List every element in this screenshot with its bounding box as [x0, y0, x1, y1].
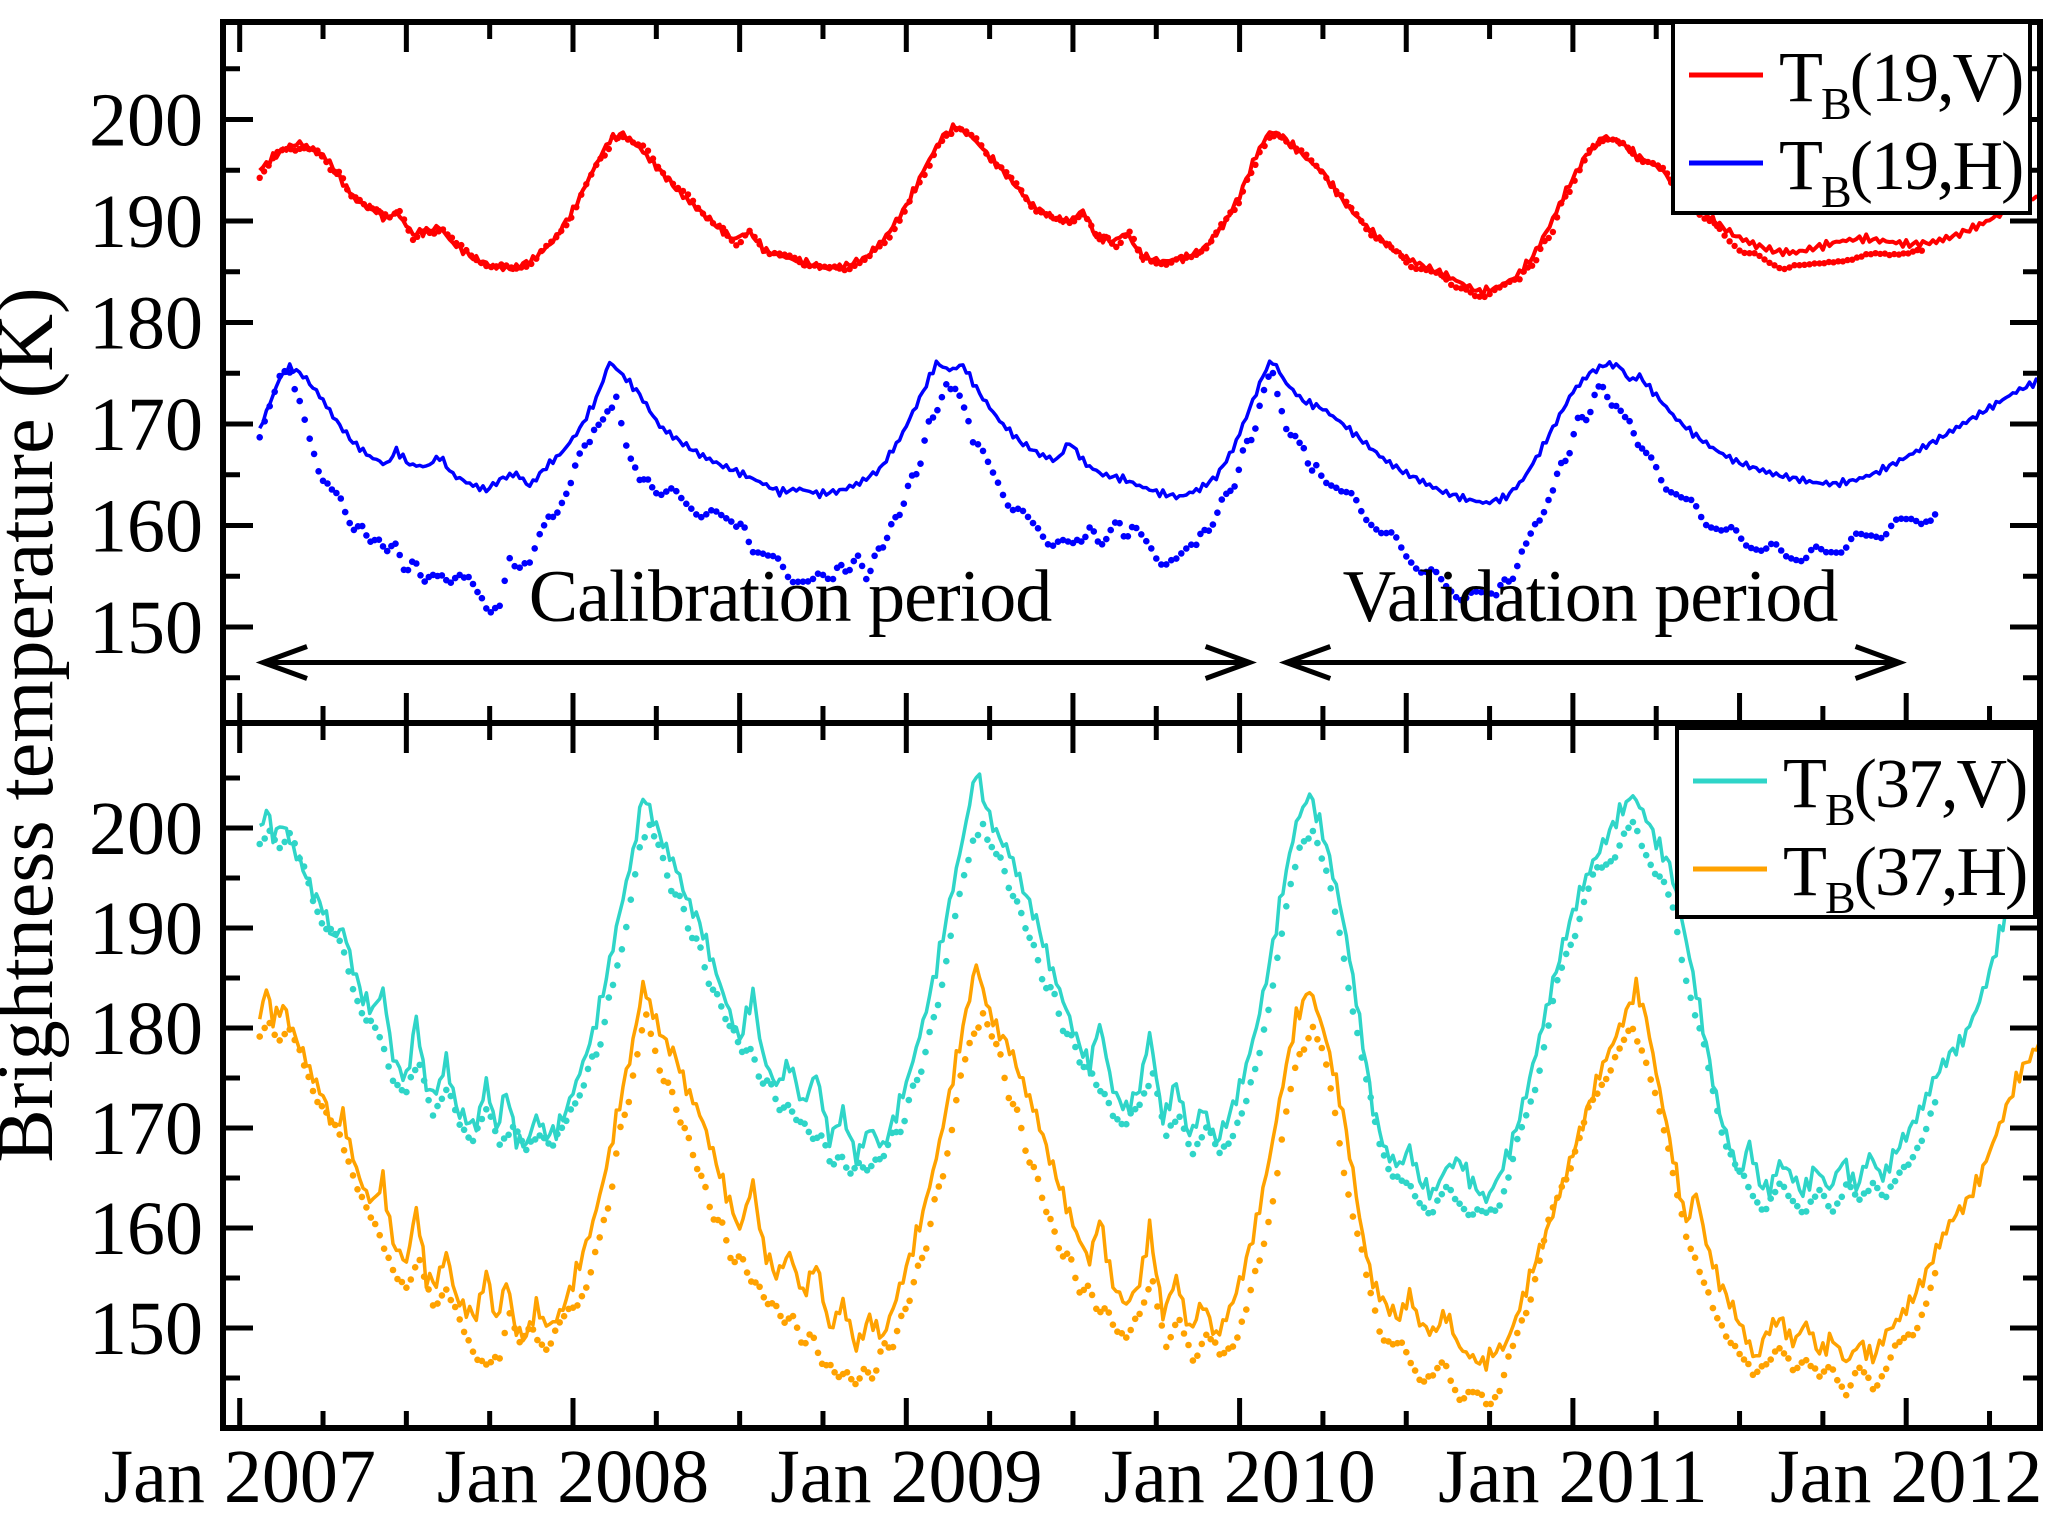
legend-box	[1671, 20, 2032, 215]
legend-label: TB(37,V)	[1783, 743, 2026, 835]
series-TB37H-dots	[256, 1010, 1939, 1408]
panel-37ghz-series	[256, 772, 2037, 1408]
x-tick-label: Jan 2011	[1438, 1435, 1708, 1519]
x-tick-label: Jan 2012	[1770, 1435, 2042, 1519]
x-axis-labels: Jan 2007 Jan 2008 Jan 2009 Jan 2010 Jan 2011…	[104, 1435, 2043, 1519]
x-tick-label: Jan 2007	[104, 1435, 376, 1519]
y-tick-label: 190	[89, 887, 203, 971]
legend-box	[1675, 726, 2037, 919]
y-tick-label: 190	[89, 180, 203, 264]
legend-label: TB(19,V)	[1779, 37, 2022, 129]
y-tick-label: 200	[89, 787, 203, 871]
series-TB19H-dots	[256, 367, 1939, 616]
x-tick-label: Jan 2009	[770, 1435, 1042, 1519]
series-TB19H-line	[258, 359, 2037, 506]
x-tick-label: Jan 2010	[1103, 1435, 1375, 1519]
legend-37ghz: TB(37,V)TB(37,H)	[1675, 726, 2037, 923]
validation-period-arrow	[1278, 644, 1907, 681]
legend-label: TB(37,H)	[1783, 831, 2026, 923]
series-TB37V-line	[258, 772, 2037, 1205]
y-tick-label: 160	[89, 1187, 203, 1271]
y-tick-label: 170	[89, 383, 203, 467]
legend-label: TB(19,H)	[1779, 125, 2022, 217]
series-TB37V-dots	[256, 818, 1939, 1219]
y-tick-label: 170	[89, 1087, 203, 1171]
y-tick-label: 180	[89, 282, 203, 366]
series-TB19V-dots	[256, 125, 1926, 301]
series-TB37H-line	[257, 963, 2037, 1372]
x-tick-label: Jan 2008	[437, 1435, 709, 1519]
calibration-period-arrow	[255, 644, 1257, 681]
period-annotations	[255, 644, 1907, 681]
panel-19ghz-series	[256, 122, 2037, 616]
y-tick-label: 200	[89, 79, 203, 163]
y-tick-label: 160	[89, 485, 203, 569]
y-tick-label: 150	[89, 586, 203, 670]
y-axis-title: Brightness temperature (K)	[0, 287, 70, 1162]
y-tick-label: 180	[89, 987, 203, 1071]
calibration-period-label: Calibration period	[529, 556, 1052, 638]
validation-period-label: Validation period	[1343, 556, 1839, 638]
legend-19ghz: TB(19,V)TB(19,H)	[1671, 20, 2032, 217]
y-axis-labels: 150 160 170 180 190 200 150 160 170 180 190 200	[89, 79, 203, 1372]
y-tick-label: 150	[89, 1287, 203, 1371]
